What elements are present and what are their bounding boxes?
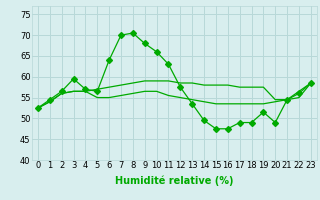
X-axis label: Humidité relative (%): Humidité relative (%) (115, 176, 234, 186)
